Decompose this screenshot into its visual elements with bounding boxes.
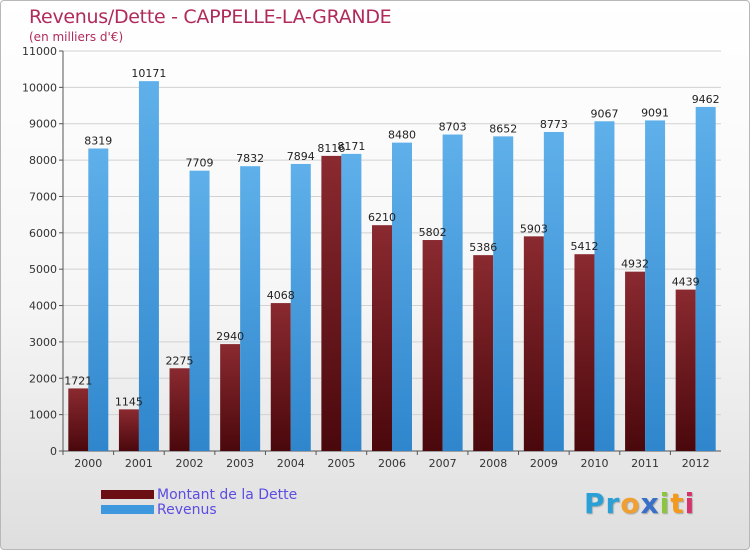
data-label-dette-2004: 4068 <box>267 289 295 302</box>
y-tick-label: 4000 <box>29 300 57 313</box>
y-tick-label: 8000 <box>29 154 57 167</box>
y-tick-label: 1000 <box>29 409 57 422</box>
bar-revenus-2010 <box>594 121 615 452</box>
bar-dette-2010 <box>574 254 595 451</box>
bars <box>68 81 716 452</box>
data-label-dette-2003: 2940 <box>216 330 244 343</box>
logo-letter-3: x <box>640 487 660 520</box>
logo-letter-4: i <box>659 487 671 520</box>
data-label-revenus-2007: 8703 <box>439 121 467 134</box>
bar-dette-2003 <box>220 344 241 451</box>
logo-letter-2: o <box>620 487 641 520</box>
y-tick-label: 9000 <box>29 118 57 131</box>
y-tick-label: 5000 <box>29 263 57 276</box>
logo-letter-5: t <box>670 487 685 520</box>
bar-revenus-2009 <box>543 131 564 451</box>
x-tick-label-2004: 2004 <box>277 457 305 470</box>
bar-revenus-2007 <box>442 134 463 451</box>
bar-dette-2007 <box>422 240 443 451</box>
x-tick-label-2005: 2005 <box>327 457 355 470</box>
x-tick-label-2003: 2003 <box>226 457 254 470</box>
x-tick-label-2001: 2001 <box>125 457 153 470</box>
data-label-dette-2010: 5412 <box>570 240 598 253</box>
x-tick-label-2010: 2010 <box>580 457 608 470</box>
bar-dette-2002 <box>169 368 190 451</box>
data-label-dette-2012: 4439 <box>672 276 700 289</box>
bar-revenus-2006 <box>392 142 412 452</box>
y-tick-label: 11000 <box>22 45 57 58</box>
proxiti-logo: Proxiti <box>584 487 695 520</box>
bar-revenus-2004 <box>290 163 311 452</box>
x-tick-label-2002: 2002 <box>176 457 204 470</box>
data-label-dette-2011: 4932 <box>621 258 649 271</box>
legend-label-dette: Montant de la Dette <box>157 486 298 503</box>
x-tick-label-2012: 2012 <box>682 457 710 470</box>
bar-revenus-2000 <box>88 148 109 451</box>
data-label-revenus-2012: 9462 <box>692 93 720 106</box>
data-label-revenus-2003: 7832 <box>236 152 264 165</box>
bar-dette-2001 <box>118 409 139 451</box>
data-label-revenus-2000: 8319 <box>84 134 112 147</box>
data-label-revenus-2011: 9091 <box>641 106 669 119</box>
y-tick-label: 6000 <box>29 227 57 240</box>
data-label-dette-2007: 5802 <box>419 226 447 239</box>
y-tick-label: 2000 <box>29 372 57 385</box>
bar-dette-2011 <box>625 271 646 451</box>
x-tick-label-2006: 2006 <box>378 457 406 470</box>
bar-revenus-2002 <box>189 170 210 451</box>
bar-dette-2006 <box>372 225 392 451</box>
data-label-dette-2009: 5903 <box>520 222 548 235</box>
y-tick-label: 10000 <box>22 81 57 94</box>
bar-revenus-2008 <box>493 136 514 451</box>
bar-revenus-2012 <box>695 106 716 451</box>
data-label-revenus-2001: 10171 <box>131 67 166 80</box>
bar-dette-2008 <box>473 255 494 451</box>
x-tick-label-2008: 2008 <box>479 457 507 470</box>
legend-label-revenus: Revenus <box>157 501 217 518</box>
bar-dette-2012 <box>675 289 696 451</box>
data-label-revenus-2002: 7709 <box>186 157 214 170</box>
bar-revenus-2003 <box>240 166 261 451</box>
data-label-revenus-2010: 9067 <box>590 107 618 120</box>
bar-revenus-2001 <box>138 81 159 452</box>
legend-swatch-dette <box>101 490 154 499</box>
x-tick-label-2011: 2011 <box>631 457 659 470</box>
bar-revenus-2005 <box>341 153 362 451</box>
data-labels: 1721 8319 1145 10171 2275 7709 2940 7832 4068 789… <box>64 67 719 408</box>
legend-item-revenus: Revenus <box>101 501 297 518</box>
logo-letter-1: r <box>605 487 621 520</box>
y-tick-label: 3000 <box>29 336 57 349</box>
legend-item-dette: Montant de la Dette <box>101 486 298 503</box>
bar-revenus-2011 <box>645 120 666 451</box>
data-label-revenus-2005: 8171 <box>337 140 365 153</box>
data-label-dette-2002: 2275 <box>166 354 194 367</box>
data-label-dette-2006: 6210 <box>368 211 396 224</box>
bar-dette-2000 <box>68 388 89 451</box>
x-tick-label-2009: 2009 <box>530 457 558 470</box>
legend: Montant de la Dette Revenus <box>101 486 298 518</box>
data-label-revenus-2009: 8773 <box>540 118 568 131</box>
x-tick-label-2007: 2007 <box>429 457 457 470</box>
chart-subtitle: (en milliers d'€) <box>29 30 124 44</box>
data-label-dette-2001: 1145 <box>115 395 143 408</box>
y-tick-label: 0 <box>50 445 57 458</box>
x-tick-label-2000: 2000 <box>74 457 102 470</box>
data-label-revenus-2004: 7894 <box>287 150 315 163</box>
data-label-dette-2000: 1721 <box>64 374 92 387</box>
bar-dette-2005 <box>321 155 342 451</box>
logo-letter-6: i <box>684 487 696 520</box>
data-label-revenus-2008: 8652 <box>489 122 517 135</box>
legend-swatch-revenus <box>101 505 154 514</box>
bar-dette-2009 <box>523 236 544 451</box>
y-tick-label: 7000 <box>29 190 57 203</box>
bar-dette-2004 <box>270 303 291 451</box>
data-label-dette-2008: 5386 <box>469 241 497 254</box>
logo-letter-0: P <box>584 487 606 520</box>
data-label-dette-2005: 8116 <box>317 142 345 155</box>
chart-title: Revenus/Dette - CAPPELLE-LA-GRANDE <box>29 6 392 28</box>
data-label-revenus-2006: 8480 <box>388 129 416 142</box>
